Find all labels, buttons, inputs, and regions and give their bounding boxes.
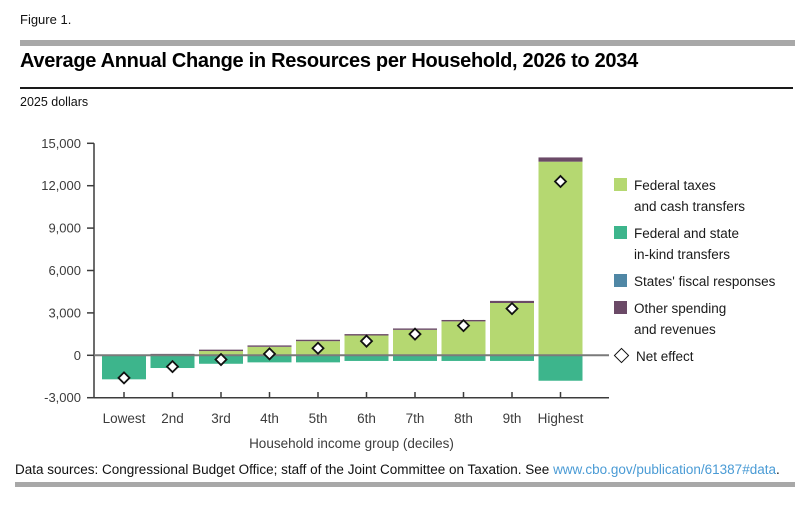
bar-segment <box>393 329 437 356</box>
bar-segment <box>441 321 486 356</box>
legend-item: Other spending and revenues <box>614 298 806 340</box>
top-rule <box>20 40 795 46</box>
x-tick-label: 5th <box>309 411 328 426</box>
bar-segment <box>490 355 534 361</box>
x-axis-title: Household income group (deciles) <box>249 436 454 451</box>
net-effect-marker <box>214 352 228 367</box>
footer-link[interactable]: www.cbo.gov/publication/61387#data <box>553 462 776 477</box>
legend-swatch-icon <box>614 178 627 191</box>
bar-segment <box>538 355 583 381</box>
bottom-rule <box>15 482 795 487</box>
net-effect-diamond-icon <box>613 347 630 364</box>
legend-item: Federal and state in-kind transfers <box>614 223 806 265</box>
net-effect-marker <box>456 318 471 333</box>
units-label: 2025 dollars <box>20 95 89 109</box>
bar-segment <box>490 303 534 356</box>
page-title: Average Annual Change in Resources per H… <box>20 50 638 72</box>
x-tick-label: 3rd <box>211 411 231 426</box>
legend-item: Net effect <box>613 346 806 367</box>
legend-item: States' fiscal responses <box>614 271 806 292</box>
bar-segment <box>344 334 389 336</box>
net-effect-marker <box>359 334 374 348</box>
net-effect-marker <box>505 301 519 316</box>
net-effect-marker <box>117 371 131 385</box>
x-tick-label: Lowest <box>103 411 146 426</box>
y-tick-label: 3,000 <box>48 305 81 320</box>
legend-swatch-icon <box>614 226 627 239</box>
net-effect-marker <box>408 327 422 341</box>
legend-label: States' fiscal responses <box>634 274 776 289</box>
y-tick-label: 12,000 <box>41 178 81 193</box>
bar-segment <box>441 355 486 361</box>
y-tick-label: 9,000 <box>48 221 81 236</box>
bar-segment <box>247 355 292 363</box>
bar-segment <box>296 339 340 342</box>
net-effect-marker <box>165 359 180 374</box>
bar-segment <box>490 300 534 304</box>
title-divider <box>20 87 793 89</box>
bar-segment <box>393 328 437 330</box>
y-tick-label: 15,000 <box>41 136 81 151</box>
bar-segment <box>247 345 292 347</box>
bar-segment <box>296 355 340 363</box>
net-effect-marker <box>262 347 277 361</box>
y-tick-label: 6,000 <box>48 263 81 278</box>
legend-label: Federal taxes and cash transfers <box>634 178 746 214</box>
bar-segment <box>150 353 195 356</box>
legend-item: Federal taxes and cash transfers <box>614 175 806 217</box>
footer-datasources: Data sources: Congressional Budget Offic… <box>15 462 805 477</box>
x-tick-label: 4th <box>260 411 279 426</box>
chart-legend: Federal taxes and cash transfers Federal a… <box>613 175 806 367</box>
bar-segment <box>344 335 389 356</box>
bar-segment <box>199 351 243 356</box>
legend-swatch-icon <box>614 301 627 314</box>
bar-segment <box>538 157 583 162</box>
x-tick-label: 6th <box>357 411 376 426</box>
footer-text: Data sources: Congressional Budget Offic… <box>15 462 554 477</box>
legend-label: Other spending and revenues <box>634 301 727 337</box>
footer-period: . <box>775 462 780 477</box>
bar-segment <box>150 355 195 369</box>
bar-segment <box>102 355 146 380</box>
bar-segment <box>199 355 243 364</box>
x-tick-label: 7th <box>406 411 425 426</box>
legend-swatch-icon <box>614 274 627 287</box>
bar-segment <box>247 346 292 356</box>
x-tick-label: 2nd <box>161 411 184 426</box>
bar-segment <box>393 355 437 361</box>
y-tick-label: 0 <box>74 348 81 363</box>
x-tick-label: Highest <box>538 411 584 426</box>
net-effect-marker <box>553 174 568 189</box>
legend-label: Federal and state in-kind transfers <box>634 226 740 262</box>
bar-segment <box>538 161 583 356</box>
legend-label: Net effect <box>636 349 694 364</box>
x-tick-label: 9th <box>503 411 522 426</box>
x-tick-label: 8th <box>454 411 473 426</box>
y-tick-label: -3,000 <box>44 390 81 405</box>
net-effect-marker <box>311 341 325 356</box>
bar-segment <box>441 319 486 322</box>
bar-segment <box>296 341 340 356</box>
bar-segment <box>199 349 243 352</box>
bar-segment <box>344 355 389 361</box>
figure-label: Figure 1. <box>20 12 72 27</box>
